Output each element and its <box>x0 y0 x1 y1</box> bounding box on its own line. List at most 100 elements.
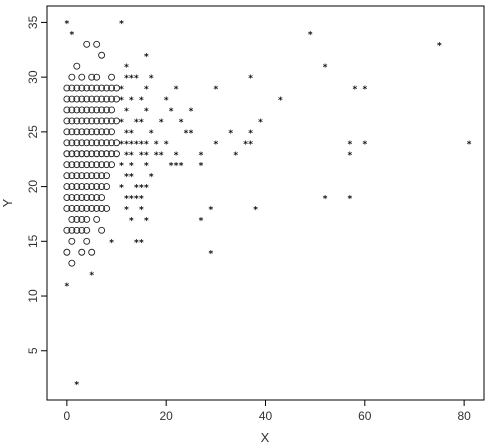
data-point-circle <box>93 194 101 201</box>
y-tick-label: 20 <box>26 180 40 194</box>
data-point-circle <box>83 215 91 223</box>
data-point-circle <box>88 172 96 180</box>
data-point-circle <box>93 215 101 223</box>
data-point-star: * <box>134 184 139 194</box>
data-point-star: * <box>213 140 218 150</box>
data-point-circle <box>73 139 81 147</box>
data-point-star: * <box>164 140 169 150</box>
data-point-circle <box>98 205 106 212</box>
data-point-star: * <box>139 151 144 161</box>
data-point-circle <box>103 106 111 114</box>
data-point-circle <box>98 117 106 125</box>
data-point-circle <box>73 106 81 114</box>
data-point-star: * <box>199 216 204 226</box>
data-point-circle <box>68 237 76 245</box>
data-point-circle <box>88 84 96 92</box>
data-point-circle <box>88 183 96 191</box>
data-point-star: * <box>139 238 144 248</box>
data-point-star: * <box>134 118 139 128</box>
y-tick-label: 30 <box>26 70 40 84</box>
data-point-circle <box>63 128 71 136</box>
data-point-star: * <box>348 151 353 161</box>
data-point-star: * <box>248 74 253 84</box>
x-axis: 0 20 40 60 80 <box>64 400 471 423</box>
data-point-circle <box>93 205 101 212</box>
x-tick-label: 40 <box>259 409 273 423</box>
data-point-star: * <box>119 96 124 106</box>
data-point-circle <box>68 150 76 158</box>
data-point-circle <box>88 194 96 201</box>
data-point-star: * <box>179 162 184 172</box>
data-point-star: * <box>159 151 164 161</box>
data-point-star: * <box>362 140 367 150</box>
data-point-star: * <box>139 118 144 128</box>
data-point-star: * <box>144 85 149 95</box>
data-point-circle <box>88 128 96 136</box>
data-point-star: * <box>139 140 144 150</box>
data-point-star: * <box>119 162 124 172</box>
data-point-star: * <box>144 151 149 161</box>
data-point-circle <box>68 215 76 223</box>
data-point-star: * <box>124 107 129 117</box>
data-point-circle <box>113 139 120 147</box>
data-point-star: * <box>174 162 179 172</box>
data-point-circle <box>68 84 76 92</box>
data-point-circle <box>63 226 71 234</box>
data-point-star: * <box>164 96 169 106</box>
data-point-circle <box>63 161 71 169</box>
data-point-circle <box>73 150 81 158</box>
data-point-star: * <box>184 129 189 139</box>
data-point-circle <box>103 205 111 212</box>
data-point-circle <box>103 183 111 191</box>
data-point-star: * <box>348 195 353 205</box>
data-point-circle <box>78 215 86 223</box>
data-point-star: * <box>209 249 214 259</box>
data-point-circle <box>108 150 116 158</box>
data-point-circle <box>88 95 96 103</box>
data-point-circle <box>103 161 111 169</box>
data-point-circle <box>63 117 71 125</box>
data-point-circle <box>78 172 86 180</box>
data-point-star: * <box>174 151 179 161</box>
data-point-circle <box>83 172 91 180</box>
data-point-circle <box>83 205 91 212</box>
data-point-circle <box>88 139 96 147</box>
data-point-star: * <box>437 41 442 51</box>
data-point-star: * <box>139 96 144 106</box>
data-point-circle <box>63 183 71 191</box>
data-point-star: * <box>124 151 129 161</box>
data-point-circle <box>78 139 86 147</box>
data-point-circle <box>98 172 106 180</box>
y-tick-label: 15 <box>26 234 40 248</box>
data-point-star: * <box>119 19 124 29</box>
data-point-circle <box>98 51 106 59</box>
data-point-star: * <box>129 129 134 139</box>
data-point-star: * <box>129 216 134 226</box>
data-point-star: * <box>129 151 134 161</box>
data-point-circle <box>88 117 96 125</box>
data-point-circle <box>108 139 116 147</box>
data-point-circle <box>78 95 86 103</box>
data-point-circle <box>83 106 91 114</box>
data-point-circle <box>93 73 101 81</box>
data-point-circle <box>93 172 101 180</box>
data-point-star: * <box>129 195 134 205</box>
data-point-star: * <box>89 271 94 281</box>
data-point-circle <box>93 106 101 114</box>
data-point-star: * <box>149 129 154 139</box>
data-point-star: * <box>124 195 129 205</box>
data-point-circle <box>78 128 86 136</box>
data-point-star: * <box>154 140 159 150</box>
data-point-circle <box>88 73 96 81</box>
data-point-star: * <box>228 129 233 139</box>
data-point-circle <box>108 117 116 125</box>
data-point-circle <box>98 161 106 169</box>
data-point-star: * <box>65 19 70 29</box>
data-point-star: * <box>189 107 194 117</box>
data-point-star: * <box>179 118 184 128</box>
data-point-star: * <box>144 184 149 194</box>
data-point-star: * <box>199 151 204 161</box>
data-point-circle <box>73 117 81 125</box>
data-point-circle <box>63 205 71 212</box>
x-tick-label: 20 <box>160 409 174 423</box>
